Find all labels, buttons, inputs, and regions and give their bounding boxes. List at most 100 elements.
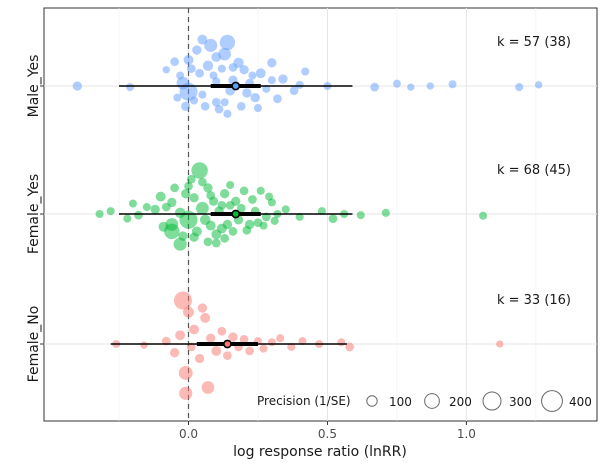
data-point-female-no [337, 338, 346, 347]
data-point-male-yes [170, 57, 179, 66]
data-point-male-yes [278, 74, 288, 84]
data-point-female-yes [211, 238, 221, 248]
data-point-male-yes [211, 97, 221, 107]
data-point-female-no [169, 348, 180, 358]
legend-key-label: 100 [389, 395, 412, 409]
data-point-female-yes [356, 211, 365, 220]
data-point-male-yes [534, 81, 543, 89]
data-point-male-yes [267, 58, 277, 68]
data-point-female-no [287, 342, 296, 351]
data-point-female-no [276, 334, 285, 343]
data-point-female-yes [170, 183, 179, 193]
data-point-female-no [197, 303, 208, 313]
data-point-female-yes [123, 214, 132, 223]
effect-size-points [72, 34, 543, 400]
data-point-male-yes [255, 68, 266, 79]
data-point-female-no [496, 340, 504, 348]
summary-estimates [110, 81, 353, 349]
data-point-female-no [345, 342, 355, 352]
data-point-male-yes [126, 83, 135, 92]
data-point-male-yes [223, 109, 232, 118]
legend-key-label: 300 [509, 395, 532, 409]
data-point-female-yes [248, 195, 257, 204]
data-point-female-yes [217, 200, 227, 210]
data-point-female-no [201, 381, 215, 394]
data-point-male-yes [248, 71, 257, 80]
data-point-male-yes [289, 86, 299, 95]
data-point-female-no [183, 306, 194, 318]
data-point-female-no [140, 341, 148, 349]
data-point-male-yes [173, 93, 182, 102]
legend-key-circle [482, 391, 502, 411]
data-point-male-yes [197, 34, 208, 45]
data-point-female-no [228, 332, 238, 342]
data-point-male-yes [242, 88, 252, 98]
mean-estimate [223, 339, 232, 349]
data-point-female-yes [189, 232, 199, 242]
data-point-female-yes [184, 181, 193, 191]
data-point-female-yes [381, 208, 390, 217]
data-point-female-yes [95, 209, 104, 219]
data-point-female-yes [198, 177, 207, 187]
y-tick-label: Female_Yes [26, 174, 42, 254]
data-point-male-yes [407, 83, 415, 91]
data-point-female-yes [259, 221, 268, 230]
data-point-female-no [194, 353, 205, 364]
legend-title: Precision (1/SE) [257, 394, 351, 408]
data-point-female-yes [186, 174, 196, 184]
k-label: k = 33 (16) [497, 293, 571, 308]
data-point-female-yes [256, 186, 265, 195]
data-point-male-yes [183, 54, 194, 65]
data-point-male-yes [295, 80, 304, 89]
data-point-male-yes [202, 60, 214, 71]
data-point-male-yes [239, 65, 249, 75]
data-point-female-yes [150, 204, 160, 215]
data-point-female-yes [222, 219, 233, 230]
k-label: k = 68 (45) [497, 163, 571, 178]
data-point-female-yes [328, 214, 338, 223]
data-point-male-yes [179, 82, 198, 101]
data-point-male-yes [162, 66, 170, 74]
data-point-female-yes [161, 202, 171, 212]
data-point-female-yes [295, 212, 304, 221]
data-point-female-yes [173, 237, 187, 251]
data-point-female-yes [203, 183, 213, 193]
data-point-male-yes [228, 63, 238, 72]
data-point-male-yes [217, 64, 226, 73]
data-point-female-yes [134, 210, 143, 220]
legend-key-circle [366, 395, 378, 407]
data-point-male-yes [72, 81, 82, 91]
data-point-female-yes [181, 189, 191, 199]
data-point-male-yes [236, 101, 246, 111]
data-point-male-yes [218, 47, 231, 61]
data-point-female-yes [191, 162, 208, 179]
data-point-female-no [245, 346, 254, 356]
data-point-female-yes [203, 237, 213, 247]
data-point-female-yes [178, 231, 188, 241]
data-point-female-yes [205, 220, 216, 231]
mean-estimate [231, 81, 241, 91]
data-point-male-yes [192, 45, 202, 55]
data-point-female-yes [142, 203, 151, 212]
x-tick-labels: 0.0 0.5 1.0 [179, 421, 476, 441]
data-point-male-yes [515, 83, 524, 92]
data-point-female-yes [270, 216, 279, 225]
data-point-female-yes [220, 234, 229, 243]
k-label: k = 57 (38) [497, 35, 571, 50]
legend-key-label: 200 [449, 395, 472, 409]
data-point-male-yes [204, 38, 218, 52]
data-point-male-yes [214, 104, 224, 114]
data-point-male-yes [220, 98, 229, 107]
data-point-female-yes [317, 207, 326, 216]
x-tick-label: 0.0 [179, 427, 198, 441]
y-tick-label: Female_No [26, 306, 42, 383]
data-point-male-yes [219, 34, 236, 51]
data-point-female-no [259, 344, 268, 353]
data-point-female-yes [265, 192, 274, 201]
data-point-female-no [217, 326, 227, 336]
data-point-female-yes [219, 189, 230, 199]
data-point-female-yes [239, 186, 249, 196]
data-point-female-yes [155, 191, 166, 202]
data-point-male-yes [370, 82, 380, 92]
